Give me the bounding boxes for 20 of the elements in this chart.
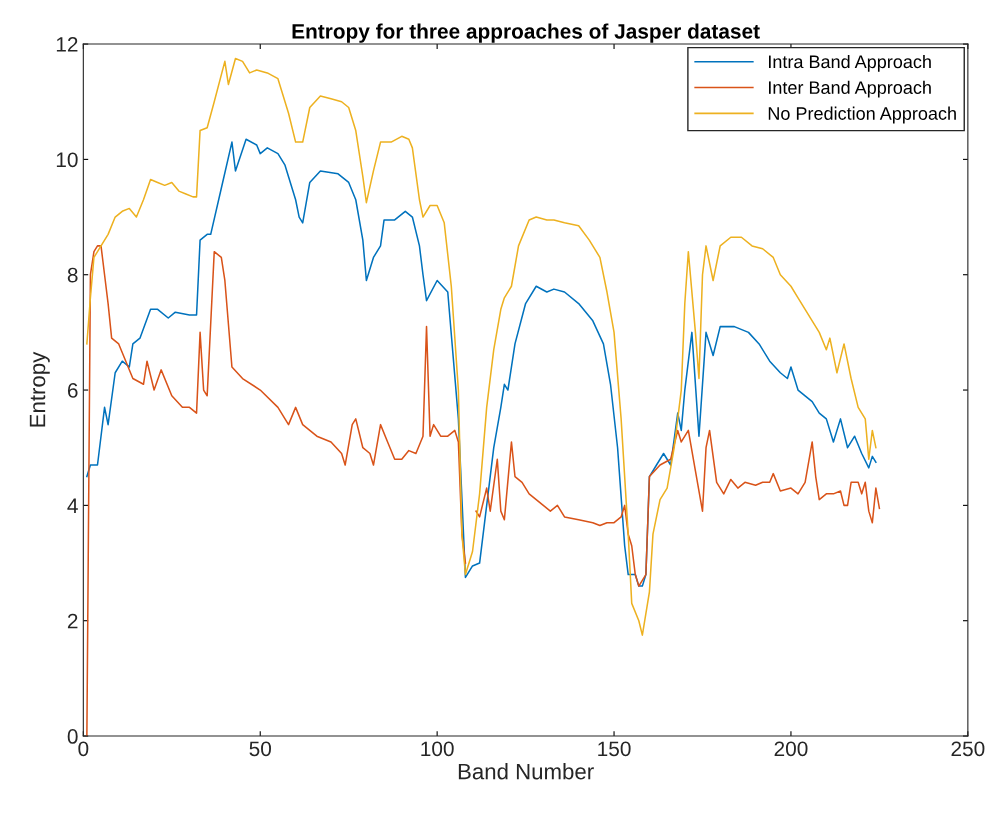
- legend-label: Intra Band Approach: [769, 54, 931, 72]
- x-axis-title: Band Number: [458, 763, 594, 780]
- y-tick-label: 12: [56, 37, 78, 52]
- x-tick-label: 150: [598, 741, 631, 757]
- x-tick-label: 0: [78, 741, 89, 757]
- y-axis-title: Entropy: [29, 351, 50, 427]
- y-tick-label: 0: [67, 729, 78, 744]
- x-tick-label: 200: [774, 741, 808, 757]
- y-tick-label: 6: [67, 383, 78, 398]
- y-tick-label: 8: [67, 267, 78, 283]
- chart-title: Entropy for three approaches of Jasper dataset: [292, 23, 760, 43]
- legend-label: Inter Band Approach: [769, 80, 931, 98]
- x-tick-label: 50: [249, 741, 272, 757]
- x-tick-label: 100: [421, 741, 454, 757]
- y-tick-label: 10: [56, 152, 78, 168]
- y-tick-label: 4: [67, 498, 78, 513]
- line-series: [86, 138, 877, 587]
- x-tick-label: 250: [951, 741, 985, 757]
- y-tick-label: 2: [67, 613, 78, 629]
- legend-label: No Prediction Approach: [768, 106, 956, 124]
